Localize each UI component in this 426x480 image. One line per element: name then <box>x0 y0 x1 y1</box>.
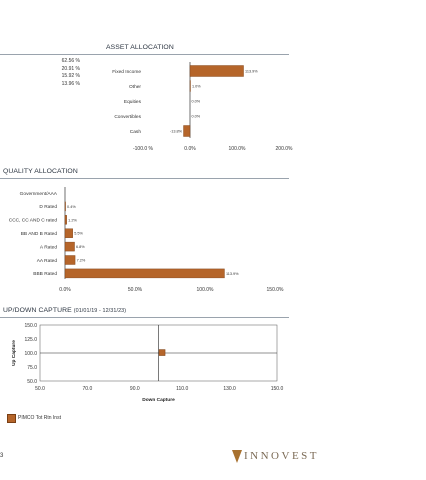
quality-allocation-title: QUALITY ALLOCATION <box>3 168 78 175</box>
x-tick-label: 100.0% <box>229 146 247 152</box>
x-tick-label: 150.0% <box>267 287 285 293</box>
category-label: Equities <box>124 99 142 105</box>
percent-list-item: 15.92 % <box>61 73 80 79</box>
updown-capture-title: UP/DOWN CAPTURE (01/01/19 - 12/31/23) <box>3 307 126 314</box>
category-label: Government/AAA <box>20 191 58 197</box>
y-axis-label: Up Capture <box>11 340 17 366</box>
updown-capture-heading: UP/DOWN CAPTURE <box>3 307 72 314</box>
category-label: BB AND B Rated <box>21 231 58 237</box>
logo-text: INNOVEST <box>244 450 319 462</box>
x-tick-label: 150.0 <box>271 386 284 392</box>
y-tick-label: 50.0 <box>27 379 37 385</box>
bar <box>64 215 67 225</box>
data-point <box>158 349 166 356</box>
x-axis-label: Down Capture <box>142 397 175 403</box>
quality-allocation-rule <box>0 178 289 179</box>
x-tick-label: 110.0 <box>176 386 188 392</box>
category-label: CCC, CC AND C rated <box>9 218 58 224</box>
updown-capture-chart: 50.0 75.0 100.0 125.0 150.0 50.0 70.0 90.0 110.0… <box>11 323 284 403</box>
asset-allocation-percent-list: 62.56 % 20.91 % 15.92 % 13.96 % <box>40 58 80 88</box>
x-tick-label: 0.0% <box>59 287 71 293</box>
data-label: -13.8% <box>170 130 183 134</box>
category-label: AA Rated <box>37 258 58 264</box>
x-tick-label: 50.0% <box>128 287 143 293</box>
data-label: 6.8% <box>76 245 85 249</box>
data-label: 7.2% <box>77 259 86 263</box>
logo-triangle-icon <box>232 450 242 463</box>
percent-list-item: 13.96 % <box>61 80 80 87</box>
page-number: 3 <box>0 453 4 459</box>
x-tick-label: 130.0 <box>223 386 236 392</box>
y-tick-label: 75.0 <box>27 365 37 371</box>
asset-allocation-rule <box>0 54 289 55</box>
x-tick-label: -100.0 % <box>133 146 154 152</box>
bar <box>64 241 75 252</box>
x-tick-label: 100.0% <box>197 287 215 293</box>
y-tick-label: 125.0 <box>24 337 37 343</box>
quality-allocation-chart: Government/AAA D Rated 0.4% CCC, CC AND C r… <box>9 187 285 293</box>
data-label: 1.2% <box>68 218 77 222</box>
data-label: 1.0% <box>192 85 201 89</box>
updown-capture-rule <box>0 317 289 318</box>
asset-allocation-title: ASSET ALLOCATION <box>106 44 174 51</box>
percent-list-item: 20.91 % <box>61 65 80 72</box>
data-label: 0.4% <box>67 205 76 209</box>
bar <box>64 228 73 238</box>
x-tick-label: 90.0 <box>130 386 140 392</box>
x-tick-label: 200.0% <box>276 146 294 152</box>
category-label: Convertibles <box>114 114 141 120</box>
innovest-logo: INNOVEST <box>232 450 319 463</box>
category-label: BBB Rated <box>33 271 57 277</box>
asset-allocation-chart: Fixed Income 113.9% Other 1.0% Equities 0.0% C… <box>112 62 294 152</box>
percent-list-item: 62.56 % <box>61 58 80 64</box>
x-tick-label: 50.0 <box>35 386 45 392</box>
x-tick-label: 0.0% <box>184 146 196 152</box>
data-label: 113.9% <box>245 70 258 74</box>
data-label: 0.0% <box>192 115 201 119</box>
y-tick-label: 100.0 <box>24 351 37 357</box>
data-label: 0.0% <box>192 100 201 104</box>
category-label: Fixed Income <box>112 69 141 75</box>
category-label: Other <box>129 84 141 90</box>
category-label: A Rated <box>40 244 57 250</box>
bar <box>64 268 225 279</box>
legend-label: PIMCO Tot Rtn Inst <box>18 415 61 421</box>
bar <box>64 255 76 265</box>
updown-capture-period: (01/01/19 - 12/31/23) <box>73 308 127 314</box>
legend-swatch <box>7 414 16 423</box>
bar <box>64 201 66 212</box>
bar <box>183 125 191 137</box>
data-label: 113.9% <box>226 272 239 276</box>
bar <box>189 65 244 77</box>
category-label: Cash <box>130 129 142 135</box>
y-tick-label: 150.0 <box>24 323 37 329</box>
category-label: D Rated <box>39 204 57 210</box>
data-label: 5.5% <box>74 232 83 236</box>
x-tick-label: 70.0 <box>83 386 93 392</box>
